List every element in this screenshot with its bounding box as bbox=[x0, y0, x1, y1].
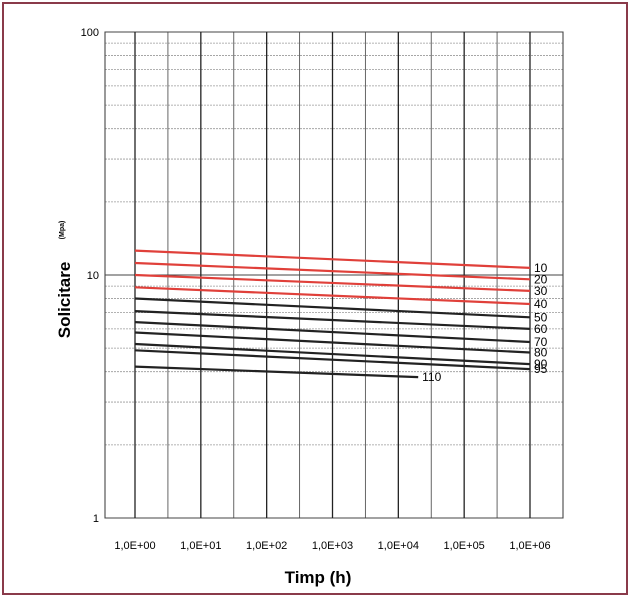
y-tick-label: 1 bbox=[93, 513, 99, 525]
x-tick-label: 1,0E+01 bbox=[180, 540, 221, 552]
y-tick-labels: 1 10 100 bbox=[81, 27, 99, 525]
series-label-110: 110 bbox=[422, 370, 441, 384]
series-label-70: 70 bbox=[534, 335, 548, 349]
series-line-30 bbox=[134, 273, 531, 292]
y-axis-unit: (Mpa) bbox=[59, 221, 66, 240]
series-label-50: 50 bbox=[534, 310, 548, 324]
grid-major bbox=[104, 31, 564, 519]
x-tick-label: 1,0E+00 bbox=[114, 540, 155, 552]
series-label-40: 40 bbox=[534, 297, 548, 311]
series-group bbox=[134, 249, 531, 379]
x-tick-label: 1,0E+03 bbox=[312, 540, 353, 552]
series-label-60: 60 bbox=[534, 322, 548, 336]
series-line-10 bbox=[134, 249, 531, 269]
series-line-20 bbox=[134, 261, 531, 281]
series-label-90: 90 bbox=[534, 357, 548, 371]
x-axis-label: Timp (h) bbox=[285, 568, 352, 587]
series-label-20: 20 bbox=[534, 272, 548, 286]
x-tick-label: 1,0E+05 bbox=[444, 540, 485, 552]
series-label-80: 80 bbox=[534, 345, 548, 359]
series-label-30: 30 bbox=[534, 284, 548, 298]
x-tick-label: 1,0E+06 bbox=[509, 540, 550, 552]
series-label-10: 10 bbox=[534, 261, 548, 275]
series-line-70 bbox=[134, 321, 531, 344]
series-line-90 bbox=[134, 342, 531, 366]
series-line-60 bbox=[134, 310, 531, 330]
series-line-110 bbox=[134, 365, 419, 379]
x-tick-label: 1,0E+02 bbox=[246, 540, 287, 552]
y-tick-label: 100 bbox=[81, 27, 99, 39]
series-label-95: 95 bbox=[534, 362, 548, 376]
series-line-40 bbox=[134, 286, 531, 306]
series-line-95 bbox=[134, 349, 531, 371]
x-tick-label: 1,0E+04 bbox=[378, 540, 419, 552]
series-line-80 bbox=[134, 331, 531, 354]
y-axis-label: Solicitare bbox=[55, 262, 74, 339]
series-line-50 bbox=[134, 297, 531, 319]
x-tick-labels: 1,0E+00 1,0E+01 1,0E+02 1,0E+03 1,0E+04 1,0E+… bbox=[114, 540, 550, 552]
y-tick-label: 10 bbox=[87, 270, 99, 282]
